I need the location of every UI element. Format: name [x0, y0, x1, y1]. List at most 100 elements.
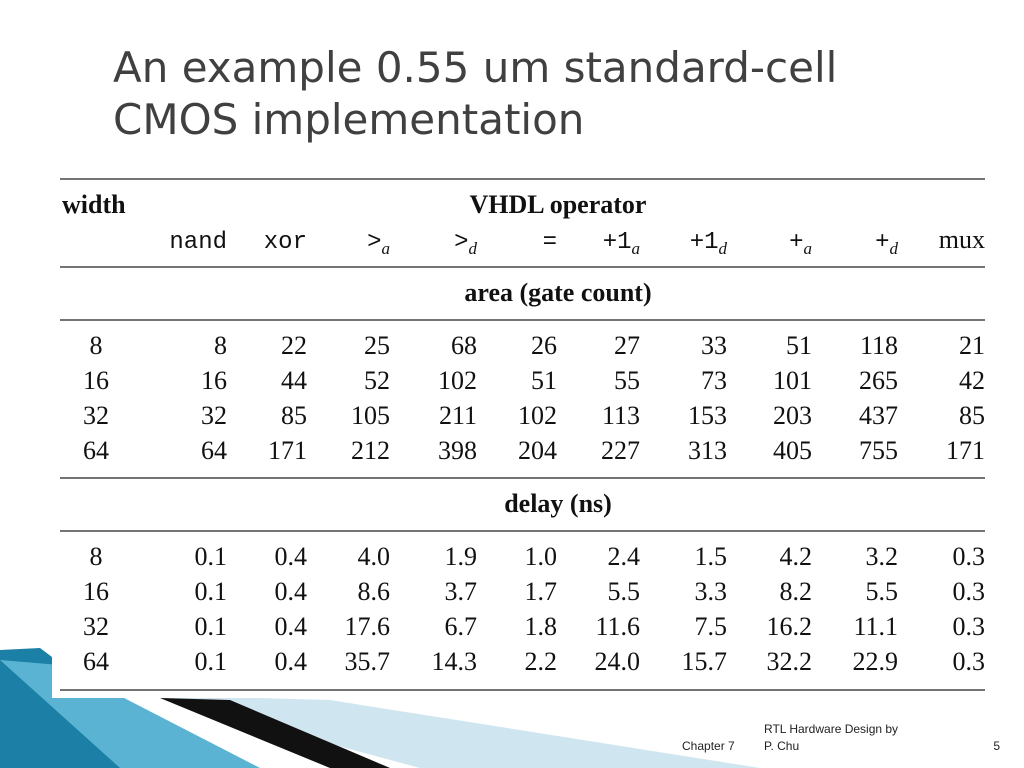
- section-label: area (gate count): [464, 278, 651, 307]
- table-cell: 3.3: [695, 577, 728, 606]
- table-cell: 2.2: [525, 647, 558, 676]
- table-cell: 4.0: [358, 542, 391, 571]
- table-cell: 8: [90, 542, 103, 571]
- decoration: [160, 698, 390, 768]
- operator-symbol: +: [789, 229, 803, 256]
- table-cell: 24.0: [595, 647, 641, 676]
- table-cell: 405: [773, 436, 812, 465]
- table-cell: 102: [438, 366, 477, 395]
- table-cell: 0.3: [953, 577, 986, 606]
- footer-page: 5: [993, 739, 1000, 753]
- table-cell: 203: [773, 401, 812, 430]
- table-cell: 0.4: [275, 577, 308, 606]
- operator-symbol: +1: [603, 229, 632, 256]
- operator-header: =: [543, 229, 557, 256]
- table-cell: 0.4: [275, 542, 308, 571]
- table-cell: 14.3: [432, 647, 478, 676]
- table-cell: 32: [201, 401, 227, 430]
- table-cell: 118: [860, 331, 898, 360]
- table-cell: 113: [602, 401, 640, 430]
- table-cell: 35.7: [345, 647, 391, 676]
- table-cell: 0.4: [275, 612, 308, 641]
- table-cell: 7.5: [695, 612, 728, 641]
- table-cell: 6.7: [445, 612, 478, 641]
- operator-subscript: a: [804, 239, 813, 258]
- table-cell: 8: [90, 331, 103, 360]
- operator-header: mux: [939, 225, 985, 254]
- operator-header: +1a: [603, 229, 640, 258]
- operator-header: >d: [454, 229, 477, 258]
- operator-symbol: +1: [690, 229, 719, 256]
- table-cell: 0.3: [953, 647, 986, 676]
- operator-header: >a: [367, 229, 390, 258]
- table-cell: 22: [281, 331, 307, 360]
- table-cell: 68: [451, 331, 477, 360]
- table-cell: 1.9: [445, 542, 478, 571]
- table-cell: 0.1: [195, 647, 228, 676]
- table-cell: 211: [439, 401, 477, 430]
- table-cell: 27: [614, 331, 640, 360]
- operator-symbol: >: [367, 229, 381, 256]
- table-cell: 73: [701, 366, 727, 395]
- operator-header: +a: [789, 229, 812, 258]
- table-cell: 42: [959, 366, 985, 395]
- table-cell: 21: [959, 331, 985, 360]
- table-cell: 204: [518, 436, 557, 465]
- table-cell: 3.7: [445, 577, 478, 606]
- table-cell: 212: [351, 436, 390, 465]
- operator-symbol: nand: [169, 229, 227, 256]
- table-cell: 1.0: [525, 542, 558, 571]
- table-cell: 105: [351, 401, 390, 430]
- operator-header: xor: [264, 229, 307, 256]
- table-cell: 102: [518, 401, 557, 430]
- table-cell: 32: [83, 612, 109, 641]
- table-cell: 1.7: [525, 577, 558, 606]
- decoration: [150, 695, 760, 768]
- footer-line: RTL Hardware Design by: [764, 722, 898, 736]
- table-cell: 26: [531, 331, 557, 360]
- footer-book: RTL Hardware Design by P. Chu: [764, 722, 898, 753]
- table-cell: 0.3: [953, 542, 986, 571]
- table-cell: 11.1: [853, 612, 898, 641]
- table-cell: 17.6: [345, 612, 391, 641]
- operator-symbol: =: [543, 229, 557, 256]
- operator-symbol: xor: [264, 229, 307, 256]
- table-cell: 171: [946, 436, 985, 465]
- footer-chapter: Chapter 7: [682, 739, 735, 753]
- operator-subscript: a: [632, 239, 641, 258]
- table-cell: 0.3: [953, 612, 986, 641]
- operator-symbol: >: [454, 229, 468, 256]
- column-header: width: [62, 190, 126, 219]
- table-cell: 33: [701, 331, 727, 360]
- table-cell: 32.2: [767, 647, 813, 676]
- table-cell: 4.2: [780, 542, 813, 571]
- table-cell: 44: [281, 366, 307, 395]
- table-cell: 0.4: [275, 647, 308, 676]
- table-cell: 8: [214, 331, 227, 360]
- operator-symbol: +: [875, 229, 889, 256]
- table-cell: 0.1: [195, 612, 228, 641]
- operator-symbol: mux: [939, 225, 985, 254]
- table-cell: 32: [83, 401, 109, 430]
- table-cell: 51: [786, 331, 812, 360]
- table-cell: 153: [688, 401, 727, 430]
- table-cell: 1.5: [695, 542, 728, 571]
- table-cell: 755: [859, 436, 898, 465]
- section-label: delay (ns): [504, 489, 612, 518]
- table-cell: 22.9: [853, 647, 899, 676]
- table-cell: 85: [959, 401, 985, 430]
- table-cell: 52: [364, 366, 390, 395]
- table-cell: 437: [859, 401, 898, 430]
- table-cell: 15.7: [682, 647, 728, 676]
- operator-subscript: d: [719, 239, 728, 258]
- table-cell: 5.5: [866, 577, 899, 606]
- operator-header: +1d: [690, 229, 728, 258]
- operator-subscript: a: [382, 239, 391, 258]
- table-cell: 101: [773, 366, 812, 395]
- footer-line: P. Chu: [764, 739, 799, 753]
- operator-subscript: d: [890, 239, 899, 258]
- table-cell: 171: [268, 436, 307, 465]
- table-panel: [52, 165, 998, 698]
